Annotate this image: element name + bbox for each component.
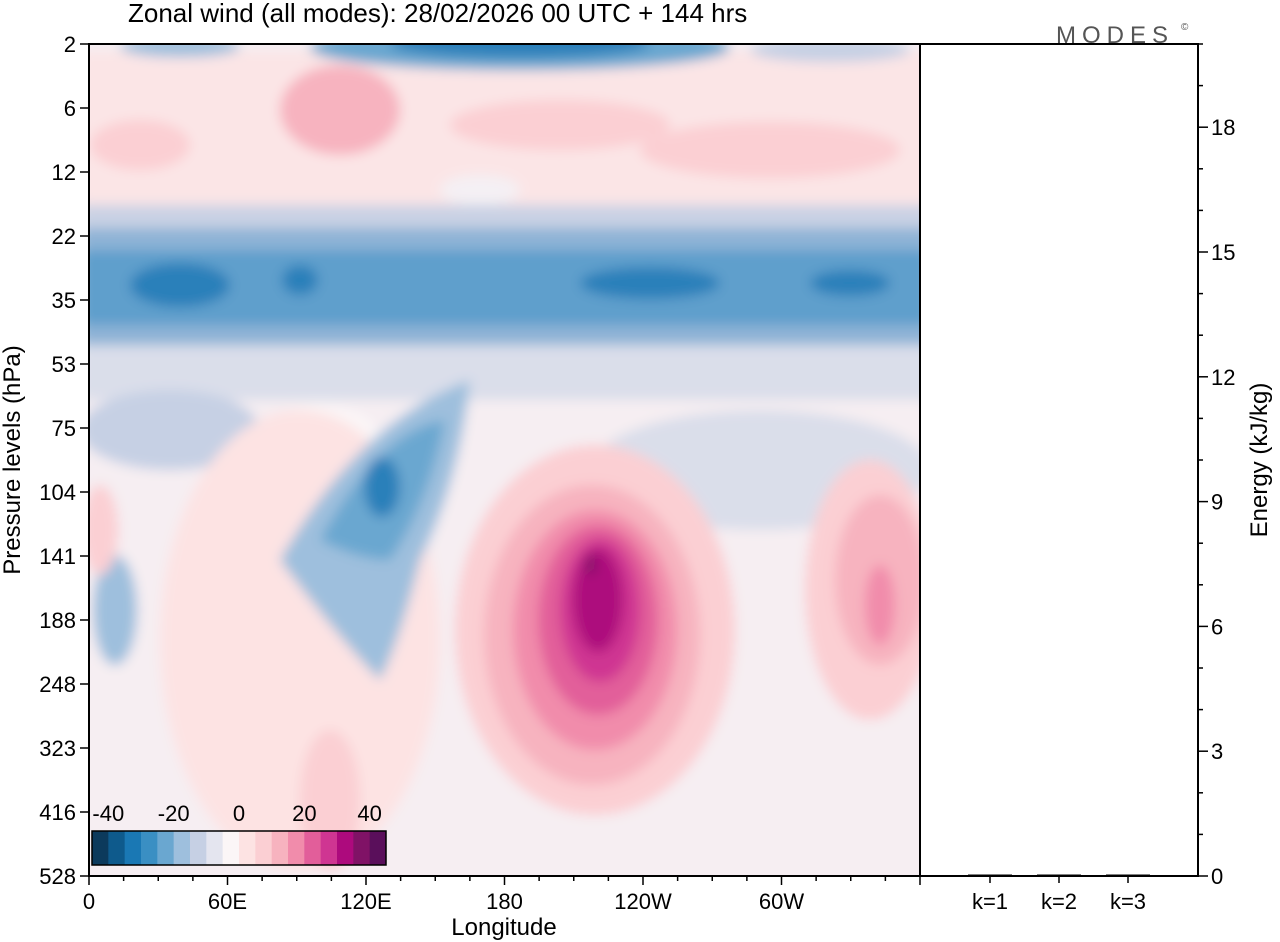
colorbar-swatch [255, 831, 273, 865]
y-axis: 2 6 12 22 35 53 75 104 141 188 248 323 416 528 [39, 32, 89, 889]
x-axis-label: Longitude [451, 914, 556, 941]
x-tick-label: 60E [208, 889, 247, 914]
x-axis: 0 60E 120E 180 120W 60W [83, 876, 921, 914]
easterly-patch-west [89, 390, 260, 470]
y-axis-label: Pressure levels (hPa) [0, 345, 26, 574]
colorbar: -40 -20 0 20 40 [91, 801, 387, 866]
upper-easterly-core [390, 44, 650, 58]
x-tick-label: 120W [614, 889, 672, 914]
colorbar-swatch [320, 831, 338, 865]
y-tick-label: 528 [39, 864, 76, 889]
x-tick-label: 60W [759, 889, 804, 914]
colorbar-swatch [222, 831, 240, 865]
y-tick-label: 35 [52, 288, 76, 313]
jet-contour-6 [573, 548, 623, 652]
colorbar-swatch [353, 831, 371, 865]
west-edge-westerly [89, 485, 118, 575]
colorbar-tick-label: 0 [233, 801, 245, 826]
y-tick-label: 2 [64, 32, 76, 57]
y-tick-label: 416 [39, 800, 76, 825]
energy-bar [1106, 874, 1150, 876]
upper-easterly-east [750, 44, 910, 62]
colorbar-frame [91, 830, 387, 866]
jet-core [586, 555, 596, 575]
colorbar-tick-label: 40 [357, 801, 381, 826]
colorbar-swatch [304, 831, 322, 865]
y-tick-label: 75 [52, 416, 76, 441]
westerly-patch-a [280, 65, 400, 155]
y-tick-label: 141 [39, 544, 76, 569]
energy-tick-label: 15 [1211, 240, 1235, 265]
westerly-patch-d [640, 122, 900, 178]
category-label: k=2 [1041, 889, 1077, 914]
x-tick-label: 120E [340, 889, 391, 914]
band-transition-lower [89, 345, 920, 405]
chart-title: Zonal wind (all modes): 28/02/2026 00 UT… [128, 0, 747, 28]
category-label: k=3 [1110, 889, 1146, 914]
colorbar-swatch [157, 831, 175, 865]
colorbar-tick-label: -40 [92, 801, 124, 826]
colorbar-swatch [369, 831, 387, 865]
westerly-patch-c [450, 100, 670, 150]
colorbar-swatch [239, 831, 256, 865]
east-westerly-core [865, 565, 895, 645]
westerly-patch-b [90, 120, 190, 170]
colorbar-swatch [190, 831, 207, 865]
y-tick-label: 248 [39, 672, 76, 697]
energy-bar [1037, 874, 1081, 876]
energy-tick-label: 6 [1211, 614, 1223, 639]
colorbar-swatch [173, 831, 191, 865]
easterly-core-2 [282, 265, 318, 295]
y-tick-label: 104 [39, 480, 76, 505]
colorbar-swatch [337, 831, 354, 865]
energy-axis: 0 3 6 9 12 15 18 [1198, 43, 1235, 889]
colorbar-swatch [124, 831, 142, 865]
upper-easterly-west [120, 44, 240, 57]
energy-bars: k=1 k=2 k=3 [968, 874, 1150, 914]
easterly-core-1 [130, 263, 230, 307]
energy-tick-label: 18 [1211, 115, 1235, 140]
colorbar-tick-label: -20 [158, 801, 190, 826]
neutral-gap [440, 175, 520, 205]
energy-tick-label: 9 [1211, 490, 1223, 515]
category-label: k=1 [972, 889, 1008, 914]
easterly-core-4 [810, 270, 890, 296]
energy-tick-label: 12 [1211, 365, 1235, 390]
x-tick-label: 0 [83, 889, 95, 914]
colorbar-swatch [288, 831, 305, 865]
x-tick-label: 180 [486, 889, 523, 914]
y-tick-label: 6 [64, 96, 76, 121]
easterly-tongue-core [364, 457, 400, 517]
energy-panel-frame [919, 43, 1199, 877]
colorbar-swatch [108, 831, 126, 865]
colorbar-swatch [92, 831, 109, 865]
y-tick-label: 12 [52, 160, 76, 185]
easterly-core-3 [580, 267, 720, 299]
y-tick-label: 188 [39, 608, 76, 633]
y-tick-label: 323 [39, 736, 76, 761]
energy-axis-label: Energy (kJ/kg) [1246, 383, 1273, 538]
colorbar-swatch [206, 831, 224, 865]
logo-copyright-mark: © [1181, 22, 1189, 33]
energy-tick-label: 0 [1211, 864, 1223, 889]
energy-tick-label: 3 [1211, 739, 1223, 764]
colorbar-swatch [271, 831, 289, 865]
colorbar-tick-label: 20 [292, 801, 316, 826]
colorbar-swatch [141, 831, 158, 865]
easterly-patch-sw [93, 555, 137, 665]
energy-bar [968, 874, 1012, 876]
y-tick-label: 22 [52, 224, 76, 249]
y-tick-label: 53 [52, 352, 76, 377]
contour-map [89, 44, 920, 876]
